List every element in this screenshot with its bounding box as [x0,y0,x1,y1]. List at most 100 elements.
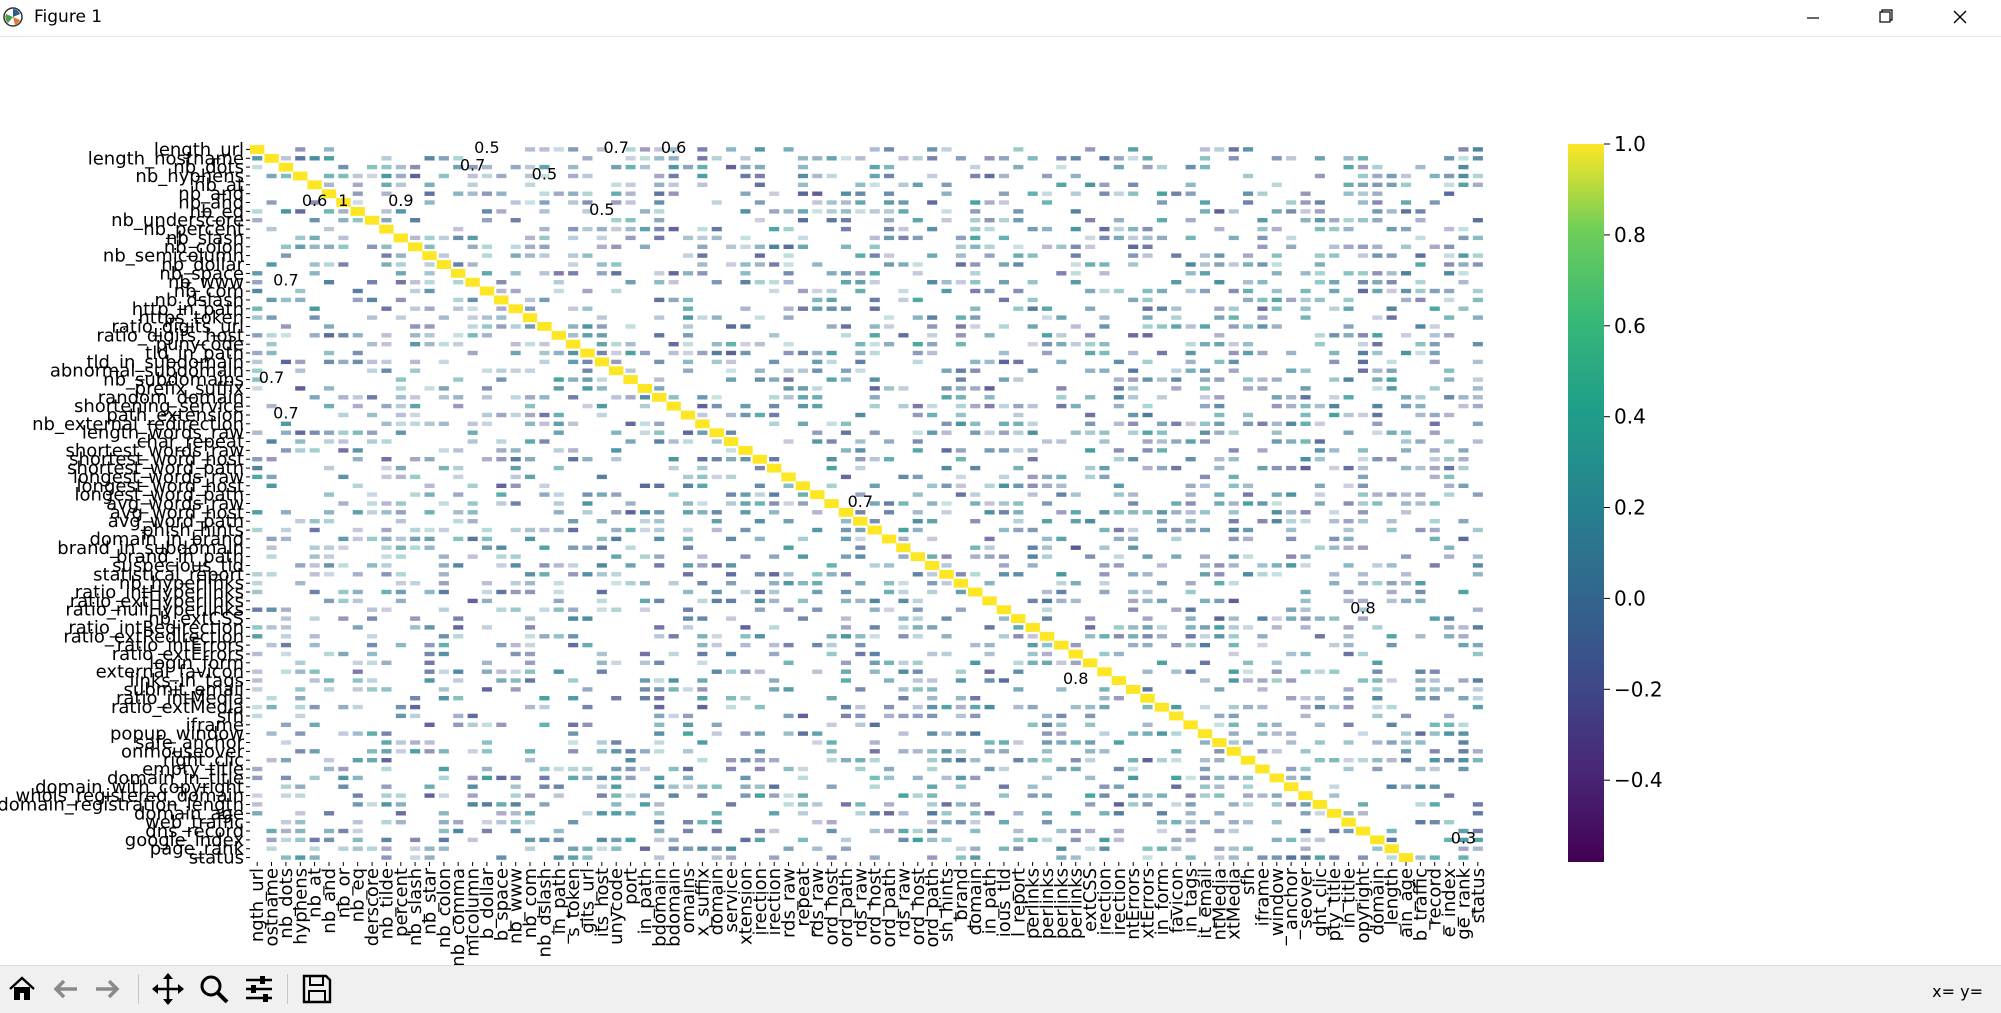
heatmap-cell [1329,669,1340,674]
heatmap-cell [395,403,406,409]
heatmap-cell [754,244,765,249]
heatmap-cell [740,156,751,161]
heatmap-cell [1372,501,1383,506]
heatmap-cell [611,811,622,816]
heatmap-cell [1228,288,1239,294]
save-button[interactable] [299,971,335,1007]
heatmap-cell [309,315,320,320]
heatmap-cell [395,704,406,710]
pan-button[interactable] [150,971,186,1007]
heatmap-cell [1472,563,1483,568]
heatmap-cell [826,820,837,825]
heatmap-cell [568,350,579,356]
heatmap-cell [596,315,607,320]
heatmap-cell [1472,554,1483,559]
heatmap-cell [338,766,349,772]
heatmap-cell [683,766,694,772]
heatmap-cell [1013,519,1024,524]
heatmap-cell [855,642,866,648]
heatmap-cell [1401,182,1412,187]
configure-subplots-button[interactable] [241,971,277,1007]
diagonal-cell [551,330,566,340]
heatmap-cell [711,722,722,727]
heatmap-cell [1128,527,1139,533]
heatmap-cell [1156,846,1167,851]
heatmap-cell [1314,156,1325,161]
heatmap-cell [424,660,435,665]
heatmap-cell [338,545,349,550]
heatmap-cell [1027,448,1038,453]
heatmap-cell [510,607,521,612]
heatmap-cell [1185,350,1196,356]
heatmap-cell [998,350,1009,356]
heatmap-cell [1099,439,1110,444]
heatmap-cell [654,483,665,488]
heatmap-cell [481,209,492,214]
heatmap-cell [1271,430,1282,435]
heatmap-cell [1300,554,1311,559]
minimize-button[interactable] [1777,0,1849,36]
heatmap-cell [324,492,335,497]
x-tick-label: _length [1382,868,1403,935]
heatmap-cell [496,173,507,179]
heatmap-cell [1300,616,1311,621]
heatmap-cell [324,350,335,356]
heatmap-cell [1199,554,1210,559]
x-tick-label: xtErrors [1138,868,1159,939]
heatmap-cell [769,209,780,214]
heatmap-cell [1056,156,1067,161]
heatmap-cell [1243,288,1254,294]
heatmap-cell [912,713,923,719]
heatmap-cell [1444,315,1455,320]
heatmap-cell [295,784,306,789]
diagonal-cell [723,437,739,446]
heatmap-cell [1415,598,1426,604]
heatmap-cell [1314,342,1325,347]
heatmap-cell [467,598,478,604]
heatmap-cell [1372,704,1383,710]
heatmap-cell [1386,173,1397,179]
heatmap-cell [1444,820,1455,825]
back-button[interactable] [47,971,83,1007]
heatmap-cell [1099,846,1110,851]
heatmap-cell [898,262,909,267]
maximize-button[interactable] [1850,0,1922,36]
zoom-button[interactable] [196,971,232,1007]
heatmap-cell [596,412,607,418]
heatmap-cell [1314,616,1325,621]
x-tick-label: rds_raw [807,868,828,938]
heatmap-cell [1099,226,1110,232]
y-tick-label: domain_age [134,803,244,824]
heatmap-cell [309,563,320,568]
heatmap-cell [539,802,550,807]
heatmap-cell [1199,758,1210,763]
heatmap-cell [252,164,263,170]
heatmap-cell [252,218,263,223]
heatmap-cell [410,527,421,533]
heatmap-cell [596,563,607,568]
x-tick-label: irection [764,868,785,935]
heatmap-cell [1113,226,1124,232]
x-tick-label: ious_tld [994,868,1015,937]
home-button[interactable] [4,971,40,1007]
heatmap-cell [668,581,679,586]
heatmap-cell [1357,271,1368,276]
heatmap-cell [970,430,981,435]
forward-button[interactable] [90,971,126,1007]
heatmap-cell [754,200,765,205]
heatmap-cell [783,147,794,152]
heatmap-cell [525,669,536,674]
heatmap-cell [596,793,607,798]
heatmap-cell [654,377,665,382]
heatmap-cell [1300,386,1311,391]
heatmap-cell [1271,793,1282,798]
diagonal-cell [594,357,610,367]
heatmap-cell [1286,368,1297,373]
close-button[interactable] [1924,0,1996,36]
figure-canvas[interactable]: 0.5 0.7 0.6 0.7 0.5 0.6 1 0.9 0.5 0.7 0.7 0.7 0.8 0.8… [0,37,2001,965]
heatmap-cell [639,581,650,586]
heatmap-cell [1271,377,1282,382]
heatmap-cell [955,403,966,409]
heatmap-cell [984,740,995,745]
heatmap-cell [1386,386,1397,391]
